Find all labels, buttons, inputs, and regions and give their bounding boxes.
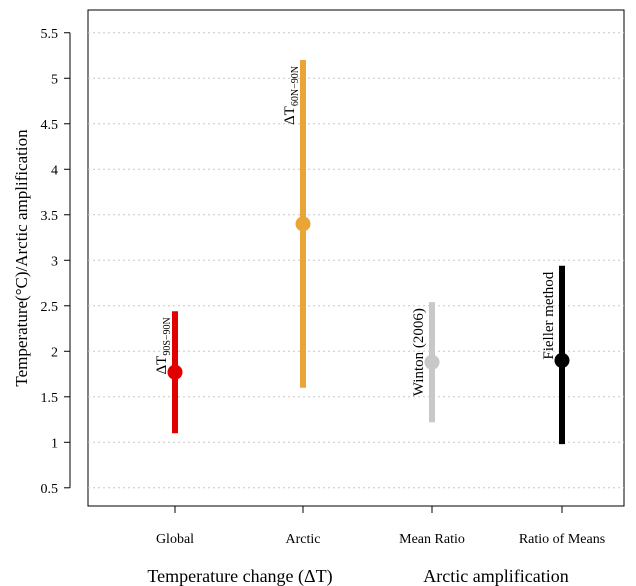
annotation-text: Fieller method xyxy=(541,271,557,359)
x-axis: Global Arctic Mean Ratio Ratio of Means xyxy=(156,506,605,547)
x-tick-label: Global xyxy=(156,532,194,547)
x-tick-label: Ratio of Means xyxy=(519,532,605,547)
annotation-subscript: 90S−90N xyxy=(162,317,173,355)
y-tick-label: 4.5 xyxy=(41,118,59,133)
series-arctic: ΔT60N−90N xyxy=(282,60,311,388)
grid xyxy=(88,32,624,489)
y-tick-label: 2 xyxy=(51,345,58,360)
center-point xyxy=(554,352,570,368)
y-tick-label: 2.5 xyxy=(41,300,59,315)
series-annotation: ΔT90S−90N xyxy=(154,317,173,374)
group-label-arctic-amplification: Arctic amplification xyxy=(423,566,568,586)
annotation-text: Winton (2006) xyxy=(411,308,427,396)
y-tick-label: 5.5 xyxy=(41,27,59,42)
series-annotation: Fieller method xyxy=(541,271,557,359)
y-tick-label: 3.5 xyxy=(41,209,59,224)
y-tick-label: 3 xyxy=(51,254,58,269)
center-point xyxy=(424,354,440,370)
series-mean-ratio: Winton (2006) xyxy=(411,302,440,423)
y-tick-label: 4 xyxy=(51,163,58,178)
y-tick-label: 5 xyxy=(51,72,58,87)
x-tick-label: Mean Ratio xyxy=(399,532,465,547)
group-label-temperature-change: Temperature change (ΔT) xyxy=(147,566,332,586)
plot-frame xyxy=(87,9,625,507)
y-axis: 0.5 1 1.5 2 2.5 3 3.5 4 4.5 5 5.5 xyxy=(41,27,71,497)
series-annotation: Winton (2006) xyxy=(411,308,427,396)
center-point xyxy=(295,216,311,232)
annotation-text: ΔT xyxy=(282,106,298,125)
series-annotation: ΔT60N−90N xyxy=(282,66,301,125)
annotation-subscript: 60N−90N xyxy=(290,66,301,106)
y-tick-label: 1 xyxy=(51,436,58,451)
annotation-text: ΔT xyxy=(154,356,170,375)
center-point xyxy=(167,364,183,380)
series-global: ΔT90S−90N xyxy=(154,311,183,434)
x-tick-label: Arctic xyxy=(286,532,321,547)
series-ratio-of-means: Fieller method xyxy=(541,265,570,445)
y-tick-label: 0.5 xyxy=(41,482,59,497)
y-tick-label: 1.5 xyxy=(41,391,59,406)
y-axis-label: Temperature(°C)/Arctic amplification xyxy=(12,129,31,387)
